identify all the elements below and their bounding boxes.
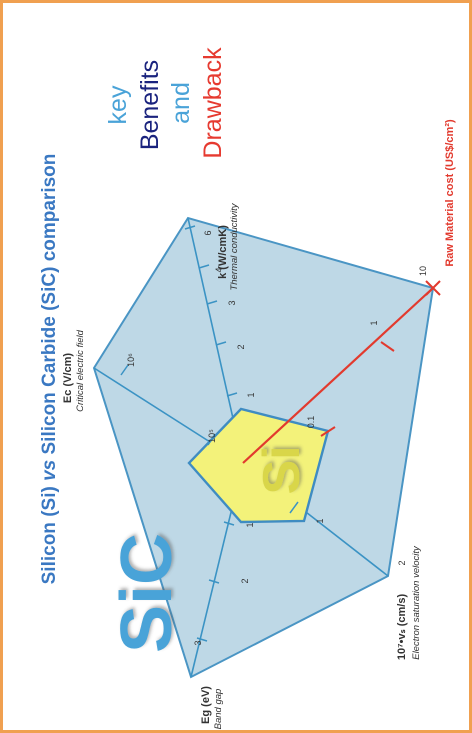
axis-labels: Ec (V/cm) Critical electric field k (W/c… — [62, 119, 456, 729]
cost-marker-1 — [380, 341, 395, 352]
axis-label-k: k (W/cmK) — [217, 225, 229, 279]
tick-eg-3 — [196, 637, 208, 642]
axis-cost — [242, 287, 434, 464]
si-label: Si — [253, 445, 311, 494]
tick-vs-1 — [289, 501, 299, 514]
tick-eg-1 — [223, 521, 235, 526]
tick-label-k-4: 4 — [214, 267, 224, 272]
comparison-chart: Silicon (Si) vs Silicon Carbide (SiC) co… — [39, 47, 456, 729]
tick-label-ec-1e6: 10⁶ — [126, 353, 136, 367]
benefits-label: Benefits — [136, 60, 164, 150]
axis-sublabel-vs: Electron saturation velocity — [411, 545, 422, 660]
tick-k-3 — [206, 300, 218, 305]
tick-label-vs-1: 1 — [315, 518, 325, 523]
tick-k-2 — [215, 341, 227, 346]
tick-k-6 — [184, 225, 196, 230]
axis-label-ec: Ec (V/cm) — [62, 353, 74, 403]
tick-k-4 — [198, 264, 210, 269]
drawback-label: Drawback — [199, 47, 227, 159]
axis-sublabel-eg: Band gap — [213, 689, 224, 730]
series-si-area — [187, 407, 330, 524]
tick-label-cost-01: 0.1 — [306, 416, 316, 429]
chart-title: Silicon (Si) vs Silicon Carbide (SiC) co… — [39, 154, 60, 585]
tick-ec-2 — [207, 433, 216, 446]
axis-sublabel-k: Thermal conductivity — [229, 202, 240, 290]
tick-marks — [120, 225, 299, 642]
and-label: and — [167, 82, 195, 124]
tick-label-eg-1: 1 — [245, 522, 255, 527]
title-part-vs: vs — [39, 460, 60, 481]
tick-label-k-1: 1 — [246, 392, 256, 397]
axis-label-cost: Raw Material cost (US$/cm²) — [444, 119, 456, 267]
axis-label-vs: 10⁷•vₛ (cm/s) — [396, 594, 408, 661]
tick-eg-2 — [208, 579, 220, 584]
title-part-2: Silicon Carbide (SiC) comparison — [39, 154, 60, 460]
cost-markers — [320, 280, 441, 437]
tick-label-k-2: 2 — [236, 344, 246, 349]
tick-label-ec-1e5: 10⁵ — [207, 429, 217, 443]
tick-label-eg-2: 2 — [240, 578, 250, 583]
tick-label-k-3: 3 — [227, 300, 237, 305]
tick-label-k-6: 6 — [203, 230, 213, 235]
tick-k-1 — [226, 392, 238, 397]
tick-labels: 10⁵ 10⁶ 1 2 3 4 6 0.1 1 10 1 2 1 2 3 — [126, 230, 428, 645]
axis-label-eg: Eg (eV) — [200, 686, 212, 724]
axis-sublabel-ec: Critical electric field — [75, 329, 86, 412]
tick-label-cost-1: 1 — [369, 320, 379, 325]
key-label: key — [104, 85, 132, 124]
tick-label-vs-2: 2 — [397, 560, 407, 565]
sic-label: SiC — [107, 533, 187, 653]
cost-marker-01 — [320, 426, 336, 437]
tick-ec-1 — [120, 364, 129, 376]
tick-label-eg-3: 3 — [193, 640, 203, 645]
tick-label-cost-10: 10 — [418, 266, 428, 276]
title-part-1: Silicon (Si) — [39, 481, 60, 584]
cost-marker-10b — [425, 280, 441, 296]
